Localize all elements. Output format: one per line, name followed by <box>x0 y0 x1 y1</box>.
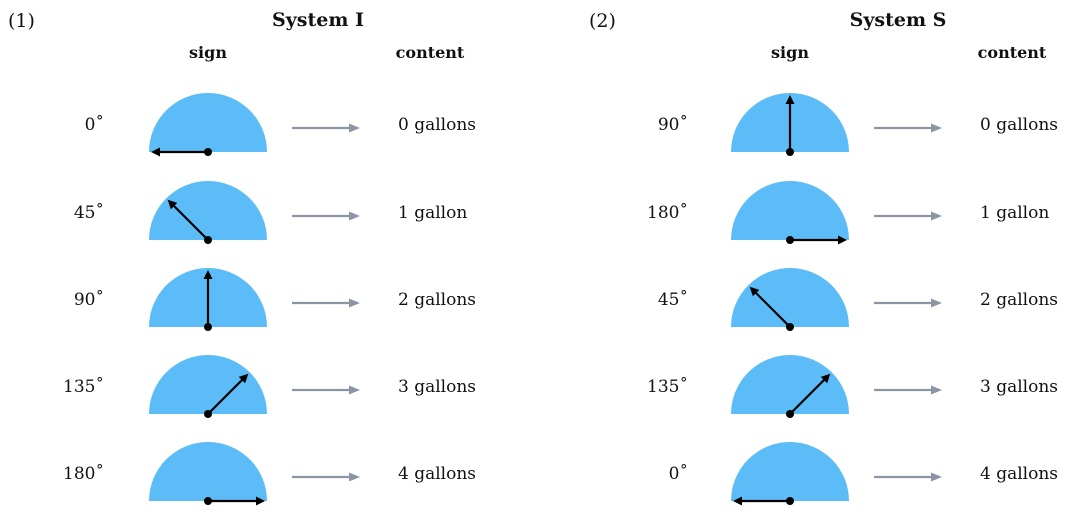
content-label: 4 gallons <box>980 464 1059 484</box>
needle-shaft <box>789 377 827 415</box>
gauge-dial <box>149 355 267 418</box>
needle-arrowhead <box>820 373 831 384</box>
content-label: 1 gallon <box>398 203 468 223</box>
semicircle-dial <box>731 442 849 501</box>
angle-label: 180˚ <box>63 464 104 484</box>
semicircle-dial <box>149 181 267 240</box>
mapping-arrow <box>292 472 360 482</box>
needle-pivot <box>204 148 212 156</box>
panel-number: (2) <box>589 10 616 32</box>
needle-pivot <box>204 323 212 331</box>
semicircle-dial <box>149 93 267 152</box>
needle-pivot <box>786 148 794 156</box>
system-title: System S <box>849 9 947 31</box>
mapping-arrow <box>874 298 942 308</box>
angle-label: 135˚ <box>63 377 104 397</box>
angle-label: 135˚ <box>647 377 688 397</box>
needle-pivot <box>204 497 212 505</box>
content-label: 2 gallons <box>980 290 1059 310</box>
angle-label: 0˚ <box>84 115 104 135</box>
needle-arrowhead <box>838 235 847 245</box>
needle-arrowhead <box>151 147 160 157</box>
needle-pivot <box>786 236 794 244</box>
content-column-header: content <box>395 43 465 62</box>
angle-label: 0˚ <box>668 464 688 484</box>
content-label: 0 gallons <box>980 115 1059 135</box>
needle-arrowhead <box>785 95 795 104</box>
needle-pivot <box>786 323 794 331</box>
gauge-dial <box>731 442 849 506</box>
needle-arrowhead <box>733 496 742 506</box>
needle-shaft <box>753 290 791 328</box>
angle-label: 90˚ <box>657 115 688 135</box>
gauge-dial <box>149 93 267 157</box>
needle-shaft <box>171 203 209 241</box>
content-label: 3 gallons <box>980 377 1059 397</box>
gauge-dial <box>149 181 267 244</box>
mapping-arrow <box>874 123 942 133</box>
content-column-header: content <box>977 43 1047 62</box>
needle-arrowhead <box>256 496 265 506</box>
semicircle-dial <box>731 355 849 414</box>
mapping-arrow <box>874 211 942 221</box>
gauge-dial <box>731 355 849 418</box>
content-label: 4 gallons <box>398 464 477 484</box>
content-label: 1 gallon <box>980 203 1050 223</box>
angle-label: 45˚ <box>73 203 104 223</box>
angle-label: 90˚ <box>73 290 104 310</box>
sign-column-header: sign <box>771 43 809 62</box>
needle-shaft <box>207 377 245 415</box>
semicircle-dial <box>731 181 849 240</box>
mapping-arrow <box>292 385 360 395</box>
mapping-arrow <box>292 298 360 308</box>
gauge-dial <box>731 181 849 245</box>
content-label: 3 gallons <box>398 377 477 397</box>
mapping-arrow <box>292 211 360 221</box>
angle-label: 45˚ <box>657 290 688 310</box>
semicircle-dial <box>731 268 849 327</box>
gauge-dial <box>149 442 267 506</box>
mapping-arrow <box>292 123 360 133</box>
mapping-arrow <box>874 472 942 482</box>
content-label: 2 gallons <box>398 290 477 310</box>
panel-number: (1) <box>8 10 35 32</box>
needle-pivot <box>204 236 212 244</box>
needle-arrowhead <box>203 270 213 279</box>
content-label: 0 gallons <box>398 115 477 135</box>
needle-pivot <box>786 497 794 505</box>
gauge-dial <box>731 93 849 156</box>
gauge-dial <box>149 268 267 331</box>
semicircle-dial <box>149 355 267 414</box>
needle-pivot <box>204 410 212 418</box>
angle-label: 180˚ <box>647 203 688 223</box>
sign-column-header: sign <box>189 43 227 62</box>
mapping-arrow <box>874 385 942 395</box>
system-title: System I <box>272 9 364 31</box>
needle-arrowhead <box>167 199 178 210</box>
gauge-dial <box>731 268 849 331</box>
needle-pivot <box>786 410 794 418</box>
semicircle-dial <box>149 442 267 501</box>
